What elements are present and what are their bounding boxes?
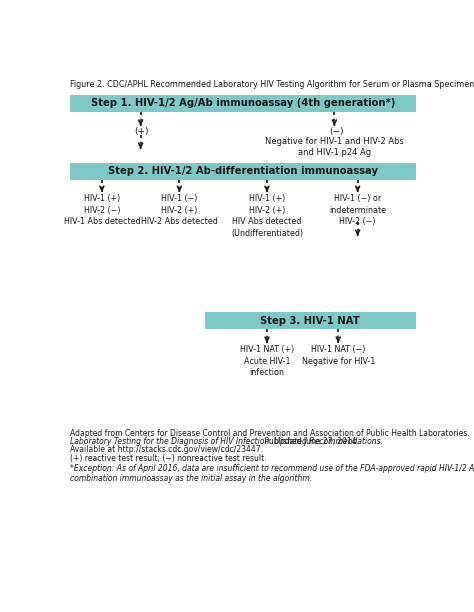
Text: HIV-1 (+)
HIV-2 (+)
HIV Abs detected
(Undifferentiated): HIV-1 (+) HIV-2 (+) HIV Abs detected (Un…	[231, 195, 303, 237]
Text: (+) reactive test result; (−) nonreactive test result.: (+) reactive test result; (−) nonreactiv…	[70, 454, 267, 463]
Text: Adapted from Centers for Disease Control and Prevention and Association of Publi: Adapted from Centers for Disease Control…	[70, 429, 470, 438]
Text: *Exception: As of April 2016, data are insufficient to recommend use of the FDA-: *Exception: As of April 2016, data are i…	[70, 464, 474, 483]
Text: (−): (−)	[330, 127, 344, 136]
Text: Laboratory Testing for the Diagnosis of HIV Infection: Updated Recommendations.: Laboratory Testing for the Diagnosis of …	[70, 437, 383, 446]
FancyBboxPatch shape	[70, 95, 416, 112]
Text: Negative for HIV-1 and HIV-2 Abs
and HIV-1 p24 Ag: Negative for HIV-1 and HIV-2 Abs and HIV…	[265, 136, 404, 157]
Text: Step 1. HIV-1/2 Ag/Ab immunoassay (4th generation*): Step 1. HIV-1/2 Ag/Ab immunoassay (4th g…	[91, 99, 395, 108]
Text: Published June 27, 2014.: Published June 27, 2014.	[262, 437, 359, 446]
Text: Step 2. HIV-1/2 Ab-differentiation immunoassay: Step 2. HIV-1/2 Ab-differentiation immun…	[108, 166, 378, 176]
Text: HIV-1 (−) or
indeterminate
HIV-2 (−): HIV-1 (−) or indeterminate HIV-2 (−)	[329, 195, 386, 226]
FancyBboxPatch shape	[70, 163, 416, 180]
Text: HIV-1 NAT (+)
Acute HIV-1
infection: HIV-1 NAT (+) Acute HIV-1 infection	[240, 345, 294, 377]
Text: HIV-1 (+)
HIV-2 (−)
HIV-1 Abs detected: HIV-1 (+) HIV-2 (−) HIV-1 Abs detected	[64, 195, 140, 226]
Text: (+): (+)	[135, 127, 149, 136]
FancyBboxPatch shape	[205, 312, 416, 329]
Text: HIV-1 NAT (−)
Negative for HIV-1: HIV-1 NAT (−) Negative for HIV-1	[301, 345, 375, 366]
Text: HIV-1 (−)
HIV-2 (+)
HIV-2 Abs detected: HIV-1 (−) HIV-2 (+) HIV-2 Abs detected	[141, 195, 218, 226]
Text: Available at http://stacks.cdc.gov/view/cdc/23447.: Available at http://stacks.cdc.gov/view/…	[70, 444, 263, 453]
Text: Figure 2. CDC/APHL Recommended Laboratory HIV Testing Algorithm for Serum or Pla: Figure 2. CDC/APHL Recommended Laborator…	[70, 80, 474, 89]
Text: Step 3. HIV-1 NAT: Step 3. HIV-1 NAT	[261, 316, 360, 326]
